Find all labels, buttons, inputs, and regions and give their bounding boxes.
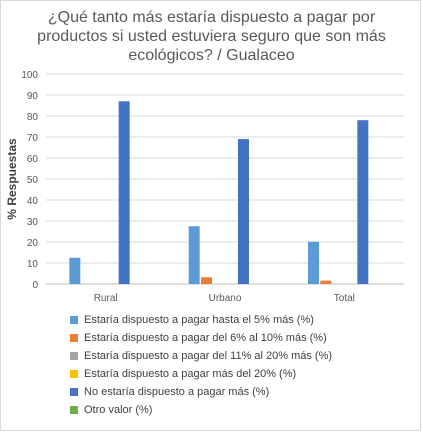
y-tick-label: 70 (27, 133, 39, 144)
legend-label: No estaría dispuesto a pagar más (%) (84, 386, 270, 398)
legend-item: Estaría dispuesto a pagar del 6% al 10% … (70, 329, 332, 347)
legend-label: Estaría dispuesto a pagar más del 20% (%… (84, 368, 297, 380)
legend-swatch (70, 370, 78, 378)
y-tick-label: 20 (27, 238, 39, 249)
y-tick-label: 100 (21, 70, 38, 81)
bar-urbano-series-5 (237, 139, 249, 284)
legend-label: Estaría dispuesto a pagar hasta el 5% má… (84, 314, 314, 326)
legend-swatch (70, 334, 78, 342)
x-tick-label: Rural (94, 293, 118, 304)
legend-label: Estaría dispuesto a pagar del 6% al 10% … (84, 332, 327, 344)
y-tick-label: 10 (27, 259, 39, 270)
chart-title-line-2: productos si usted estuviera seguro que … (37, 28, 386, 45)
bar-rural-series-1 (69, 257, 81, 284)
y-tick-label: 40 (27, 196, 39, 207)
legend-item: Estaría dispuesto a pagar hasta el 5% má… (70, 311, 332, 329)
y-tick-label: 90 (27, 91, 39, 102)
bar-rural-series-5 (118, 101, 130, 284)
y-tick-label: 30 (27, 217, 39, 228)
chart-title-line-1: ¿Qué tanto más estaría dispuesto a pagar… (47, 9, 376, 26)
x-tick-label: Total (334, 293, 355, 304)
legend-item: Estaría dispuesto a pagar más del 20% (%… (70, 365, 332, 383)
legend-item: Otro valor (%) (70, 401, 332, 419)
bar-total-series-1 (308, 241, 320, 284)
legend-item: No estaría dispuesto a pagar más (%) (70, 383, 332, 401)
chart-legend: Estaría dispuesto a pagar hasta el 5% má… (70, 311, 332, 419)
legend-item: Estaría dispuesto a pagar del 11% al 20%… (70, 347, 332, 365)
bar-total-series-5 (357, 120, 369, 284)
legend-swatch (70, 316, 78, 324)
bar-urbano-series-2 (201, 277, 213, 284)
y-tick-label: 60 (27, 154, 39, 165)
x-tick-label: Urbano (209, 293, 242, 304)
y-axis-title: % Respuestas (5, 138, 19, 220)
chart-title: ¿Qué tanto más estaría dispuesto a pagar… (0, 8, 423, 65)
legend-swatch (70, 352, 78, 360)
bar-urbano-series-1 (188, 226, 200, 284)
legend-label: Estaría dispuesto a pagar del 11% al 20%… (84, 350, 333, 362)
bar-total-series-2 (320, 280, 332, 284)
legend-swatch (70, 406, 78, 414)
y-tick-label: 0 (32, 280, 38, 291)
y-tick-label: 80 (27, 112, 39, 123)
legend-label: Otro valor (%) (84, 404, 153, 416)
chart-title-line-3: ecológicos? / Gualaceo (128, 47, 295, 64)
legend-swatch (70, 388, 78, 396)
y-tick-label: 50 (27, 175, 39, 186)
